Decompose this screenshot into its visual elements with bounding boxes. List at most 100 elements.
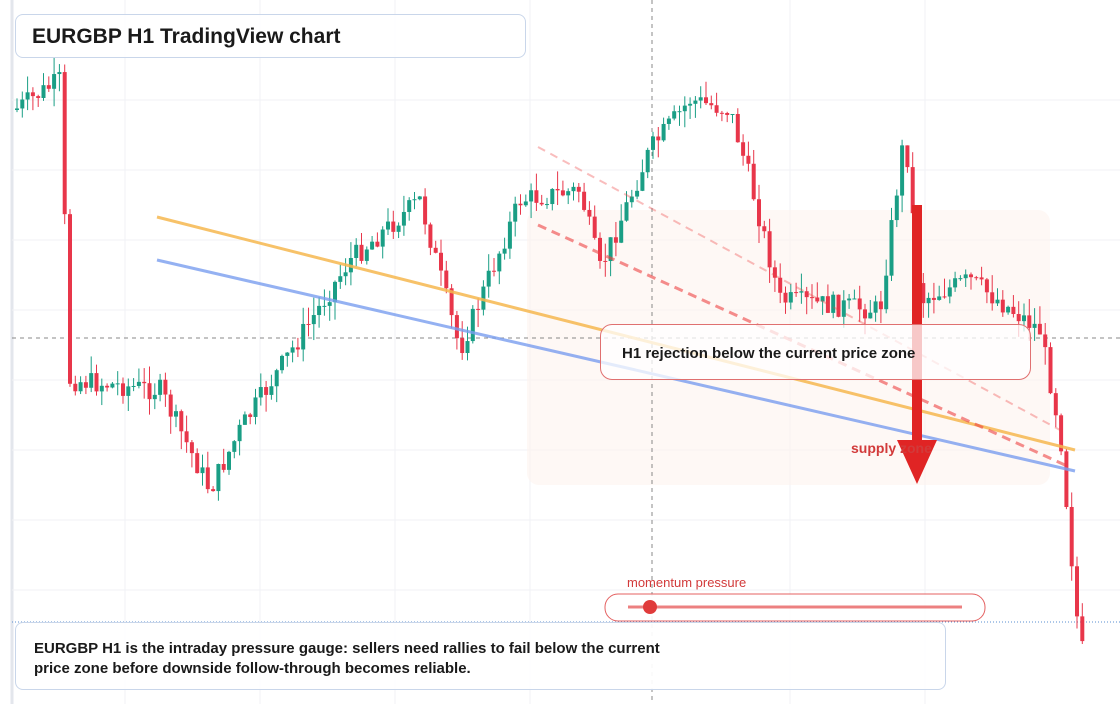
candle-body [592,216,597,238]
candle-body [274,370,279,387]
candle-body [635,190,640,197]
candle-body [25,92,30,100]
candle-body [937,296,942,300]
candle-body [15,108,19,110]
candle-body [57,72,62,75]
candle-body [52,74,57,89]
candle-body [1000,299,1005,313]
candle-body [417,196,422,200]
candle-body [889,220,894,276]
title-box: EURGBP H1 TradingView chart [15,14,526,58]
candle-body [449,288,454,316]
candle-body [269,386,274,395]
candle-body [142,381,147,384]
candle-body [953,278,958,288]
candle-body [926,297,931,304]
candle-body [783,292,788,303]
candle-body [407,200,412,212]
candle-body [1075,566,1079,617]
candle-body [741,142,746,156]
candle-body [412,199,417,201]
caption-box: EURGBP H1 is the intraday pressure gauge… [15,622,946,690]
supply-label: supply zone [851,440,932,456]
candle-body [359,244,364,261]
candle-body [221,463,226,470]
candle-body [539,202,544,205]
candle-body [211,489,216,492]
candle-body [454,315,459,339]
caption-text: EURGBP H1 is the intraday pressure gauge… [34,640,660,677]
candle-body [1069,506,1074,567]
candle-body [433,247,438,253]
candle-body [428,224,433,248]
candle-body [757,199,761,227]
candle-body [189,442,194,454]
channel-line-upper [537,146,1061,431]
candle-body [794,292,799,294]
candle-body [688,103,693,106]
candle-body [152,394,157,400]
candle-body [115,383,120,385]
candle-body [280,355,284,371]
arrow-head [897,440,937,484]
candle-body [248,414,253,417]
candle-body [778,277,783,293]
candle-body [227,451,231,470]
candle-body [677,111,682,113]
candle-body [502,248,507,254]
candle-body [984,279,989,293]
candle-body [370,241,375,250]
candle-body [83,382,88,388]
candle-body [587,209,592,217]
candle-body [735,113,740,143]
candle-body [1037,323,1042,335]
candle-body [995,299,1000,304]
candle-body [89,373,94,388]
candle-body [216,463,221,492]
candle-body [327,302,332,306]
candle-body [910,167,915,214]
candle-body [651,136,655,150]
candle-body [619,220,624,243]
candle-body [1032,323,1037,328]
candle-body [1011,306,1016,315]
candle-body [62,72,67,215]
candle-body [237,424,242,442]
candle-body [264,387,269,395]
candle-body [666,118,671,124]
candle-body [513,203,518,222]
candle-body [68,214,72,384]
candle-body [1059,415,1064,452]
candle-body [486,270,491,287]
candle-body [195,453,200,474]
candle-body [746,155,751,164]
candle-body [476,308,481,310]
candle-body [788,292,793,303]
candle-body [825,296,830,313]
candle-body [121,383,125,396]
candle-body [958,278,963,280]
candle-body [719,112,724,114]
candle-body [873,301,878,313]
candle-body [640,172,645,191]
candle-body [529,190,534,202]
candle-body [682,105,687,112]
candle-body [921,283,926,304]
candle-body [1006,306,1011,313]
candle-body [110,383,115,388]
candle-body [698,97,703,101]
candles [15,57,1085,644]
candle-body [815,297,820,302]
candle-body [555,188,560,191]
candle-body [661,123,666,141]
candle-body [242,414,247,425]
candle-body [942,296,947,298]
candle-body [629,196,634,203]
candle-body [603,260,608,262]
candle-body [470,308,475,342]
candle-body [460,338,465,354]
candle-body [974,277,979,279]
candle-body [20,99,25,109]
